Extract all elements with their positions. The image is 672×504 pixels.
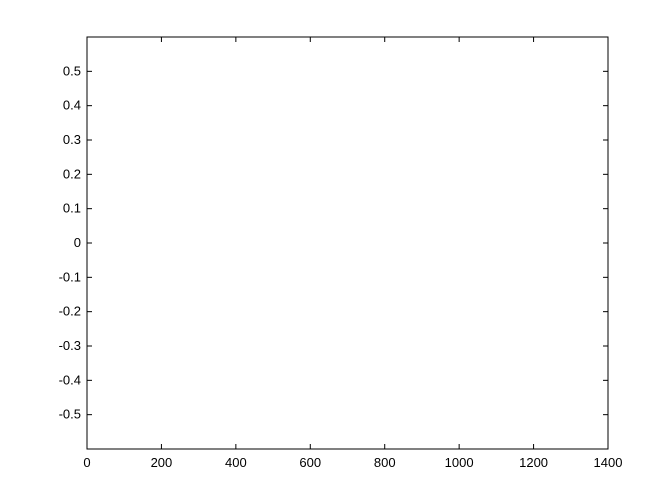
y-tick-label: -0.2 — [59, 304, 81, 319]
y-tick-label: -0.3 — [59, 338, 81, 353]
y-tick-label: -0.1 — [59, 269, 81, 284]
y-tick-label: 0.3 — [63, 132, 81, 147]
y-tick-label: -0.5 — [59, 407, 81, 422]
y-tick-label: -0.4 — [59, 372, 81, 387]
x-tick-label: 1200 — [519, 455, 548, 470]
x-tick-label: 200 — [151, 455, 173, 470]
axes: 0 200 400 600 800 1000 1200 1400 -0.5 -0.4 -0.3 -0.… — [59, 36, 623, 470]
y-tick-label: 0 — [74, 235, 81, 250]
x-tick-label: 0 — [83, 455, 90, 470]
x-tick-label: 800 — [374, 455, 396, 470]
y-tick-label: 0.1 — [63, 201, 81, 216]
y-tick-label: 0.4 — [63, 98, 81, 113]
x-tick-label: 600 — [299, 455, 321, 470]
x-tick-label: 400 — [225, 455, 247, 470]
x-tick-label: 1400 — [594, 455, 623, 470]
x-tick-label: 1000 — [445, 455, 474, 470]
plot-frame — [86, 36, 609, 450]
y-tick-label: 0.2 — [63, 166, 81, 181]
y-tick-label: 0.5 — [63, 63, 81, 78]
